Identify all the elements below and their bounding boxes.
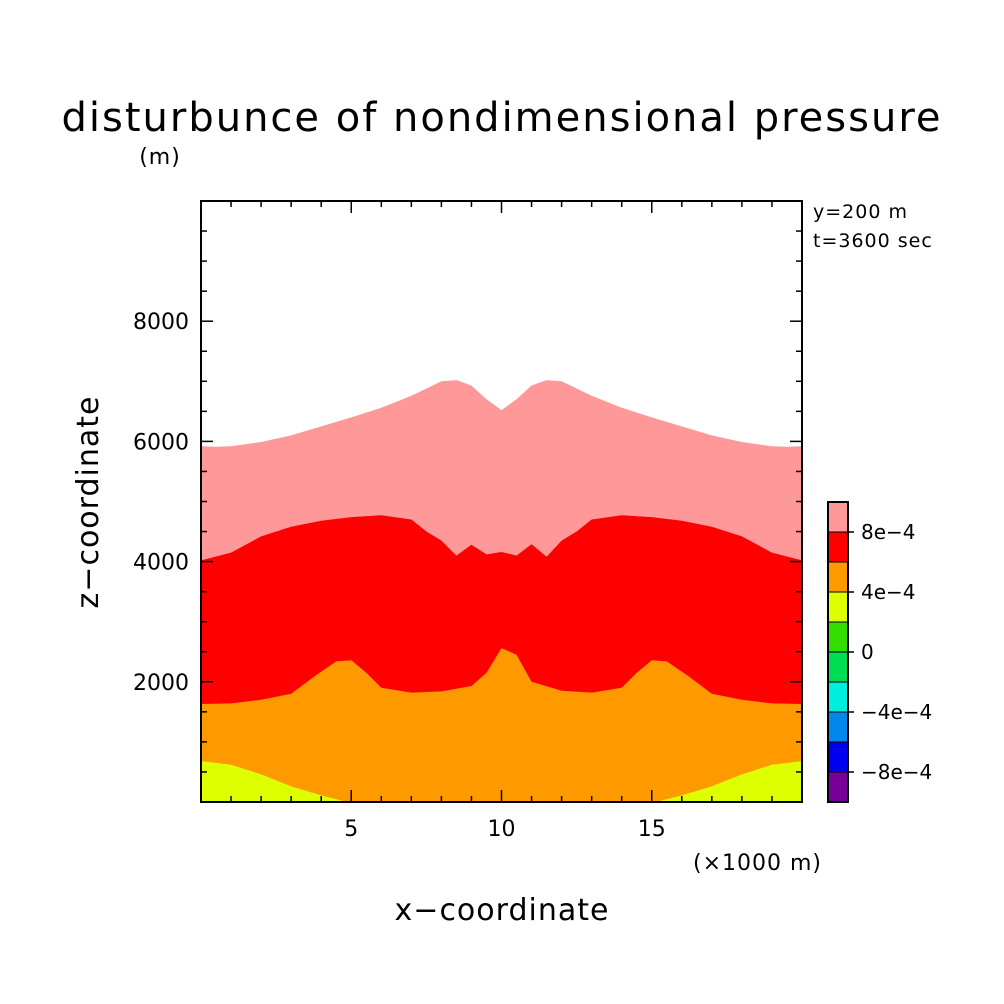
x-unit-label: (×1000 m) [693, 851, 822, 876]
x-tick-label: 5 [344, 817, 358, 842]
contour-band-0-to-4e-4 [201, 648, 802, 802]
colorbar-swatch [827, 651, 849, 683]
contour-bands [201, 380, 802, 802]
colorbar-swatch [827, 741, 849, 773]
y-tick-label: 6000 [133, 430, 189, 455]
y-unit-label: (m) [139, 145, 181, 170]
colorbar-label: 4e−4 [861, 580, 916, 604]
annotation-y: y=200 m [813, 201, 908, 223]
chart-title: disturbunce of nondimensional pressure [62, 95, 943, 141]
colorbar-swatch [827, 561, 849, 593]
colorbar-swatch [827, 621, 849, 653]
colorbar-swatch [827, 531, 849, 563]
y-tick-label: 8000 [133, 310, 189, 335]
colorbar-swatch [827, 771, 849, 803]
colorbar-label: −8e−4 [861, 760, 932, 784]
plot-frame [200, 200, 803, 803]
colorbar-swatch [827, 711, 849, 743]
annotation-t: t=3600 sec [813, 230, 933, 252]
colorbar-swatch [827, 501, 849, 533]
colorbar-swatch [827, 681, 849, 713]
x-tick-label: 15 [638, 817, 666, 842]
colorbar-swatch [827, 591, 849, 623]
y-axis-label: z−coordinate [71, 396, 106, 609]
x-tick-label: 10 [488, 817, 516, 842]
y-tick-label: 2000 [133, 671, 189, 696]
y-tick-label: 4000 [133, 551, 189, 576]
colorbar-label: 0 [861, 640, 874, 664]
x-axis-label: x−coordinate [395, 893, 610, 928]
colorbar-label: −4e−4 [861, 700, 932, 724]
colorbar-label: 8e−4 [861, 520, 916, 544]
colorbar: 8e−4 4e−4 0 −4e−4 −8e−4 [827, 501, 932, 803]
